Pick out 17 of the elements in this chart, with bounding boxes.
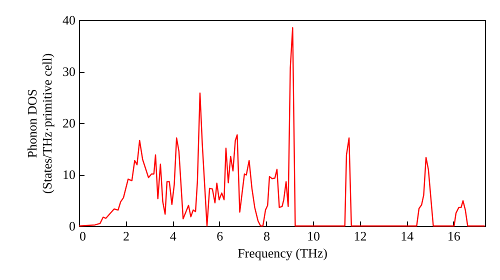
x-tick-label: 10: [307, 228, 320, 244]
y-tick-label: 30: [62, 64, 76, 79]
x-tick-label: 16: [447, 228, 461, 244]
x-tick-label: 8: [263, 228, 270, 244]
y-tick-label: 10: [62, 167, 76, 182]
x-tick-label: 0: [80, 228, 86, 244]
y-axis-title: Phonon DOS (States/THz·primitive cell): [24, 53, 54, 194]
x-tick-label: 2: [123, 228, 130, 244]
y-tick-label: 0: [69, 218, 76, 234]
x-tick-label: 12: [354, 228, 367, 244]
line-series: [78, 27, 486, 227]
y-tick-label: 20: [62, 116, 76, 130]
y-tick-label: 40: [62, 12, 76, 28]
x-tick-label: 6: [216, 228, 224, 244]
x-tick-label: 14: [400, 228, 414, 244]
x-tick-label: 4: [170, 228, 177, 244]
x-axis-title: Frequency (THz): [238, 246, 328, 260]
